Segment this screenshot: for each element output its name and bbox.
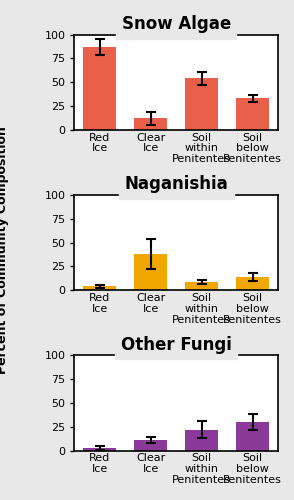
Bar xyxy=(134,254,167,290)
Bar xyxy=(185,282,218,290)
Bar xyxy=(134,440,167,450)
Bar xyxy=(185,430,218,450)
Title: Snow Algae: Snow Algae xyxy=(122,15,231,33)
Title: Naganishia: Naganishia xyxy=(124,176,228,194)
Bar xyxy=(236,422,269,450)
Bar xyxy=(185,78,218,130)
Bar xyxy=(134,118,167,130)
Bar xyxy=(236,277,269,290)
Bar xyxy=(236,98,269,130)
Bar xyxy=(83,47,116,130)
Bar xyxy=(83,286,116,290)
Title: Other Fungi: Other Fungi xyxy=(121,336,232,353)
Text: Percent of Community Composition: Percent of Community Composition xyxy=(0,126,9,374)
Bar xyxy=(83,448,116,450)
